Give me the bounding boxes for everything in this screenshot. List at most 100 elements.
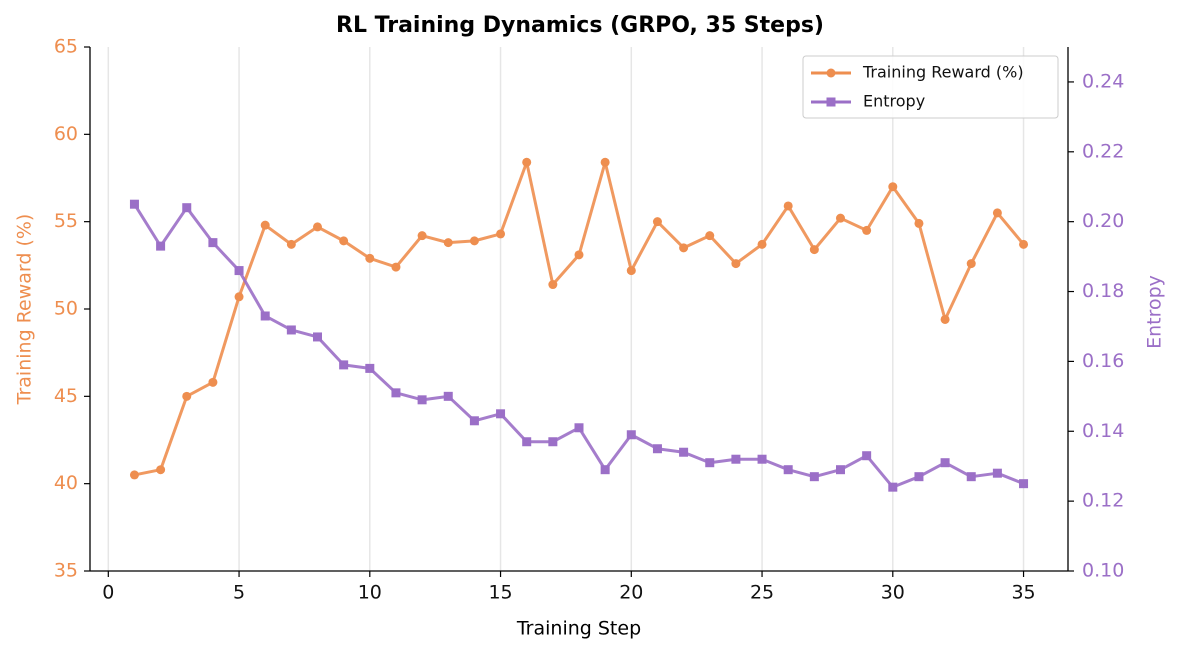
chart-title: RL Training Dynamics (GRPO, 35 Steps) <box>336 13 824 38</box>
marker <box>862 451 872 461</box>
marker <box>574 423 584 433</box>
marker <box>783 465 793 475</box>
marker <box>783 201 793 211</box>
marker <box>417 395 427 405</box>
marker <box>286 325 296 335</box>
marker <box>1019 479 1029 489</box>
marker <box>862 225 872 235</box>
marker <box>574 250 584 260</box>
marker <box>809 245 819 255</box>
marker <box>443 391 453 401</box>
marker <box>966 472 976 482</box>
x-tick-label: 25 <box>750 582 774 604</box>
y2-tick-label: 0.24 <box>1082 70 1124 92</box>
x-tick-label: 20 <box>619 582 643 604</box>
x-axis-label: Training Step <box>516 618 641 640</box>
series-line <box>133 203 1025 489</box>
legend-label: Training Reward (%) <box>862 63 1024 82</box>
marker <box>313 332 323 342</box>
marker <box>626 266 636 276</box>
marker <box>914 472 924 482</box>
marker <box>757 454 767 464</box>
marker <box>705 458 715 468</box>
y-tick-label: 50 <box>54 298 78 320</box>
marker <box>182 203 192 213</box>
marker <box>522 157 532 167</box>
marker <box>835 465 845 475</box>
marker <box>156 465 166 475</box>
y2-tick-label: 0.10 <box>1082 560 1124 582</box>
marker <box>940 314 950 324</box>
marker <box>417 231 427 241</box>
legend-box <box>802 55 1059 119</box>
marker <box>469 416 479 426</box>
marker <box>391 388 401 398</box>
marker <box>992 208 1002 218</box>
marker <box>443 238 453 248</box>
y2-tick-label: 0.16 <box>1082 350 1124 372</box>
marker <box>679 243 689 253</box>
marker <box>757 239 767 249</box>
marker <box>339 236 349 246</box>
marker <box>234 292 244 302</box>
marker <box>234 266 244 276</box>
marker <box>208 238 218 248</box>
y2-tick-label: 0.12 <box>1082 490 1124 512</box>
legend-label: Entropy <box>863 92 925 111</box>
marker <box>548 437 558 447</box>
marker <box>705 231 715 241</box>
legend-marker <box>826 68 836 78</box>
x-tick-label: 10 <box>358 582 382 604</box>
marker <box>548 280 558 290</box>
marker <box>888 182 898 192</box>
x-tick-label: 30 <box>881 582 905 604</box>
y-axis-label: Training Reward (%) <box>14 214 36 406</box>
marker <box>626 430 636 440</box>
marker <box>679 447 689 457</box>
marker <box>731 259 741 269</box>
marker <box>469 236 479 246</box>
marker <box>156 241 166 251</box>
x-tick-label: 35 <box>1011 582 1035 604</box>
marker <box>365 363 375 373</box>
y-tick-label: 55 <box>54 210 78 232</box>
marker <box>835 213 845 223</box>
x-tick-label: 5 <box>233 582 245 604</box>
marker <box>260 311 270 321</box>
marker <box>286 239 296 249</box>
x-tick-label: 0 <box>102 582 114 604</box>
marker <box>914 218 924 228</box>
marker <box>600 157 610 167</box>
marker <box>365 253 375 263</box>
marker <box>966 259 976 269</box>
marker <box>992 468 1002 478</box>
y2-tick-label: 0.20 <box>1082 210 1124 232</box>
y-tick-label: 65 <box>54 36 78 58</box>
y2-tick-label: 0.22 <box>1082 140 1124 162</box>
marker <box>652 217 662 227</box>
marker <box>496 229 506 239</box>
legend-marker <box>826 97 836 107</box>
marker <box>809 472 819 482</box>
marker <box>1019 239 1029 249</box>
y2-tick-label: 0.18 <box>1082 280 1124 302</box>
y-tick-label: 40 <box>54 472 78 494</box>
y-tick-label: 35 <box>54 560 78 582</box>
marker <box>496 409 506 419</box>
y-tick-label: 45 <box>54 385 78 407</box>
marker <box>731 454 741 464</box>
marker <box>129 470 139 480</box>
marker <box>940 458 950 468</box>
marker <box>313 222 323 232</box>
marker <box>182 391 192 401</box>
marker <box>208 377 218 387</box>
marker <box>391 262 401 272</box>
marker <box>129 199 139 209</box>
marker <box>888 482 898 492</box>
y2-axis-label: Entropy <box>1144 275 1166 349</box>
marker <box>339 360 349 370</box>
marker <box>522 437 532 447</box>
marker <box>260 220 270 230</box>
x-tick-label: 15 <box>488 582 512 604</box>
